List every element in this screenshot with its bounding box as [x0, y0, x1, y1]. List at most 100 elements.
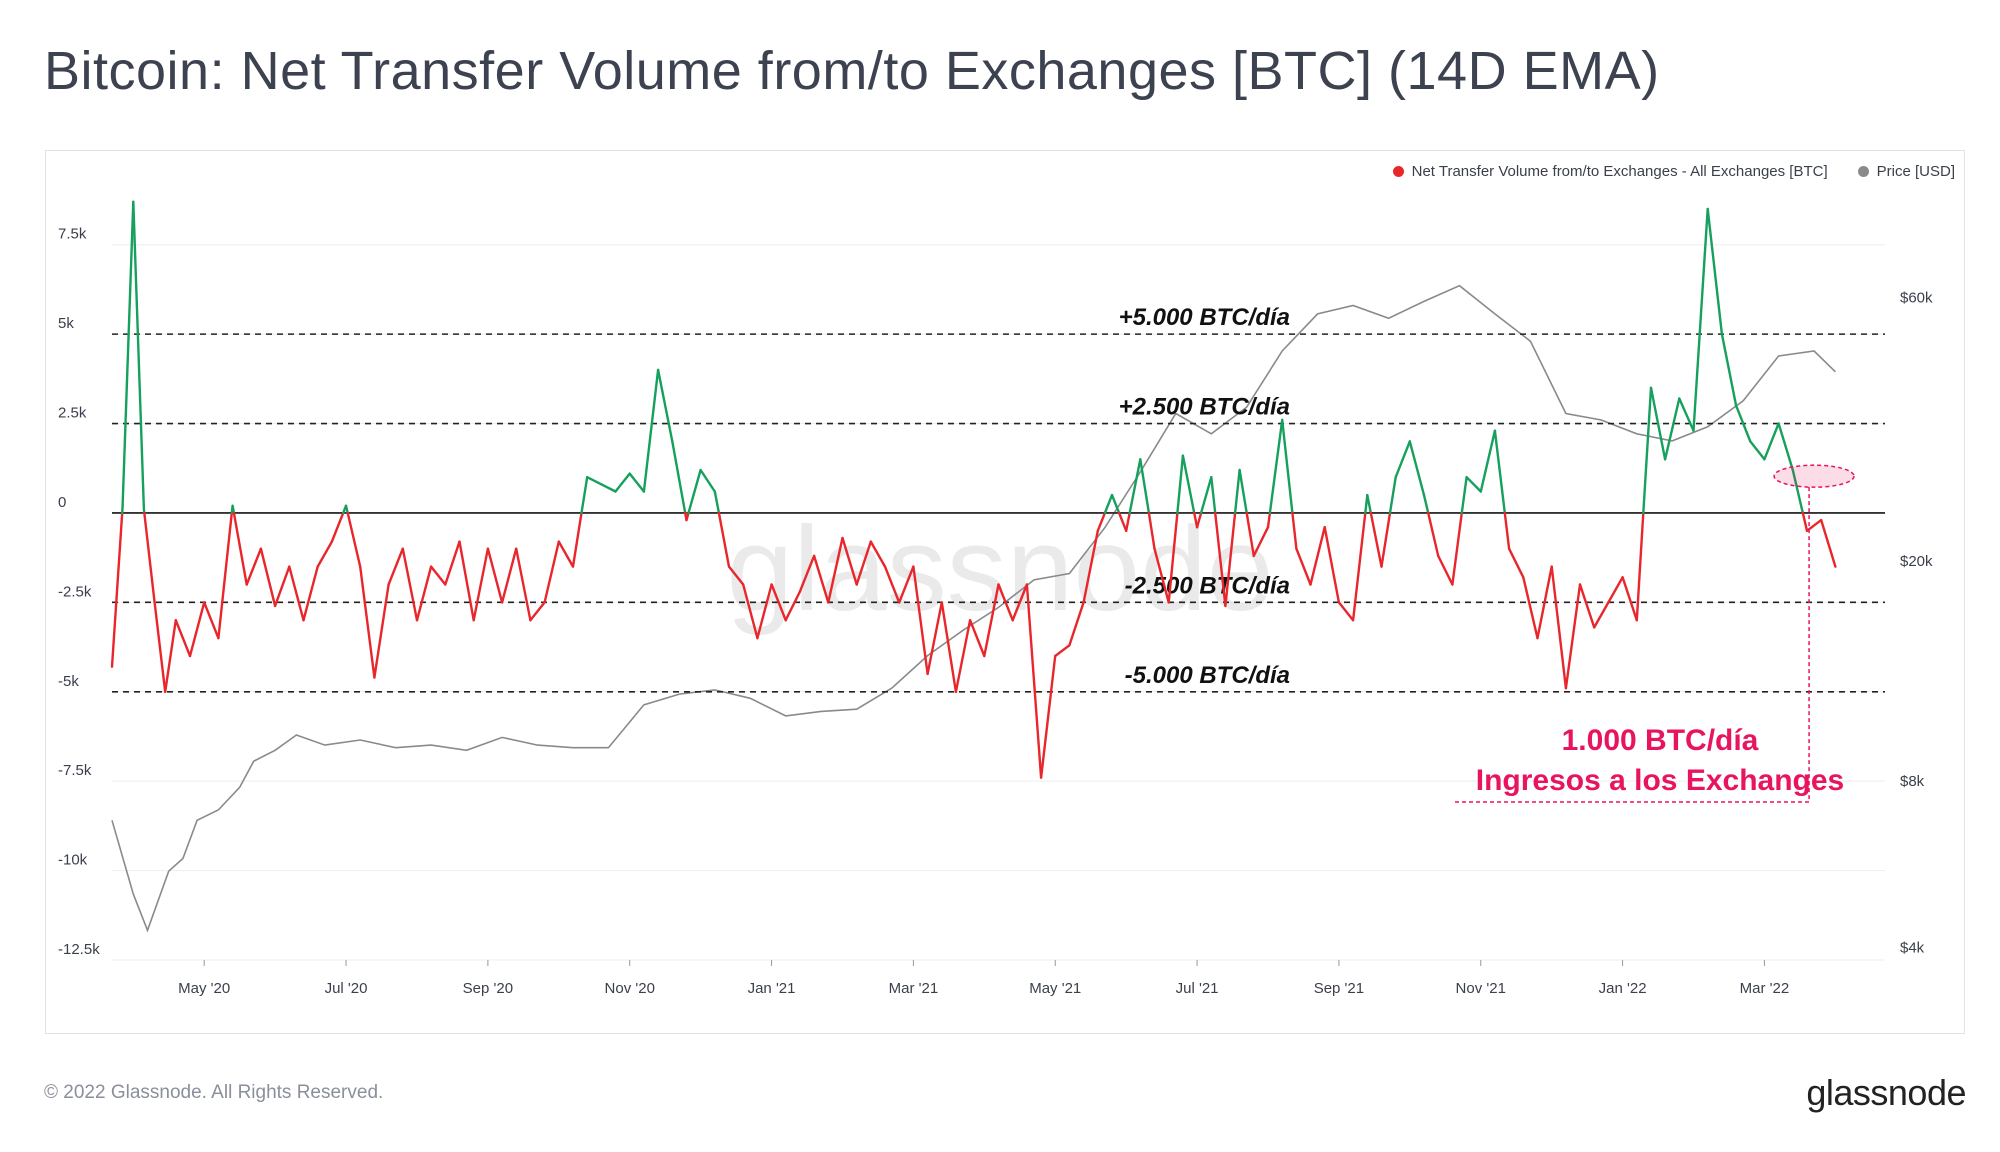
- net-transfer-segment: [1819, 518, 1837, 568]
- net-transfer-segment: [202, 601, 220, 640]
- net-transfer-segment: [954, 619, 972, 693]
- axis-layer: 7.5k 5k 2.5k 0 -2.5k -5k -7.5k -10k -12.5k $60k $2…: [58, 226, 1933, 997]
- y-right-tick-label: $4k: [1900, 940, 1925, 957]
- net-transfer-segment: [687, 468, 702, 515]
- net-transfer-segment: [656, 368, 674, 443]
- y-left-tick-label: -7.5k: [58, 762, 92, 779]
- net-transfer-segment: [529, 601, 546, 622]
- chart-title: Bitcoin: Net Transfer Volume from/to Exc…: [44, 41, 1660, 101]
- x-tick-label: Jul '20: [325, 980, 368, 997]
- net-transfer-segment: [163, 619, 178, 693]
- net-transfer-segment: [1224, 511, 1237, 608]
- net-transfer-segment: [231, 504, 236, 515]
- y-left-tick-label: -5k: [58, 673, 79, 690]
- net-transfer-segment: [1176, 454, 1185, 515]
- annotation-line1: 1.000 BTC/día: [1562, 724, 1759, 757]
- net-transfer-segment: [316, 540, 334, 568]
- net-transfer-segment: [472, 547, 490, 622]
- net-transfer-segment: [1309, 526, 1326, 586]
- net-transfer-segment: [259, 547, 277, 608]
- y-right-tick-label: $20k: [1900, 553, 1933, 570]
- net-transfer-segment: [1801, 511, 1809, 532]
- net-transfer-segment: [699, 468, 716, 493]
- net-transfer-segment: [1082, 529, 1100, 604]
- net-transfer-segment: [1408, 440, 1426, 497]
- net-transfer-segment: [869, 540, 887, 568]
- net-transfer-segment: [1199, 476, 1213, 515]
- net-transfer-segment: [1426, 511, 1440, 558]
- net-transfer-segment: [1068, 601, 1085, 647]
- net-transfer-segment: [359, 565, 376, 679]
- net-transfer-segment: [1238, 468, 1248, 515]
- legend-label-price: Price [USD]: [1876, 163, 1955, 180]
- x-tick-label: Mar '22: [1740, 980, 1790, 997]
- x-tick-label: May '21: [1029, 980, 1081, 997]
- legend: Net Transfer Volume from/to Exchanges - …: [1392, 163, 1955, 180]
- net-transfer-segment: [344, 504, 349, 515]
- legend-item-price[interactable]: Price [USD]: [1857, 163, 1955, 180]
- net-transfer-segment: [1451, 511, 1464, 586]
- net-transfer-segment: [1039, 654, 1057, 779]
- net-transfer-segment: [1167, 511, 1179, 604]
- reference-lines-layer: +5.000 BTC/día +2.500 BTC/día -2.500 BTC/d…: [112, 304, 1885, 693]
- net-transfer-segment: [302, 565, 319, 622]
- net-transfer-segment: [245, 547, 263, 586]
- x-tick-label: May '20: [178, 980, 230, 997]
- net-transfer-segment: [926, 601, 943, 676]
- net-transfer-segment: [515, 547, 532, 622]
- net-transfer-segment: [273, 565, 291, 608]
- net-transfer-segment: [458, 540, 475, 622]
- net-transfer-segment: [330, 511, 345, 543]
- net-transfer-segment: [1791, 468, 1805, 515]
- annotation-line2: Ingresos a los Exchanges: [1476, 764, 1844, 797]
- net-transfer-segment: [1465, 476, 1483, 493]
- net-transfer-segment: [798, 554, 816, 593]
- net-transfer-segment: [717, 511, 731, 568]
- net-transfer-segment: [1642, 386, 1653, 515]
- net-transfer-segment: [614, 472, 631, 493]
- net-transfer-segment: [346, 511, 362, 568]
- net-transfer-segment: [217, 511, 234, 640]
- net-transfer-segment: [174, 619, 192, 658]
- copyright-footer: © 2022 Glassnode. All Rights Reserved.: [44, 1082, 384, 1103]
- net-transfer-segment: [1266, 511, 1272, 529]
- net-transfer-segment: [1422, 493, 1430, 515]
- net-transfer-segment: [373, 583, 390, 679]
- y-left-tick-label: 0: [58, 494, 66, 511]
- net-transfer-segment: [1436, 554, 1454, 586]
- net-transfer-segment: [756, 583, 773, 640]
- x-tick-label: Jan '21: [748, 980, 796, 997]
- net-transfer-segment: [1103, 493, 1114, 515]
- net-transfer-segment: [429, 565, 447, 586]
- net-transfer-segment: [1213, 511, 1227, 608]
- net-transfer-segment: [1805, 518, 1823, 532]
- net-transfer-segment: [1734, 404, 1752, 443]
- glassnode-logo: glassnode: [1806, 1072, 1966, 1113]
- net-transfer-segment: [1706, 207, 1724, 336]
- legend-item-net-transfer[interactable]: Net Transfer Volume from/to Exchanges - …: [1392, 163, 1828, 180]
- net-transfer-segment: [1245, 511, 1256, 558]
- net-transfer-segment: [444, 540, 461, 586]
- net-transfer-segment: [1366, 493, 1373, 515]
- net-transfer-segment: [121, 200, 135, 507]
- net-transfer-segment: [727, 565, 745, 586]
- net-transfer-segment: [841, 536, 858, 586]
- net-transfer-segment: [742, 583, 759, 640]
- net-transfer-segment: [940, 601, 958, 693]
- net-transfer-segment: [500, 547, 518, 604]
- net-transfer-segment: [132, 200, 146, 511]
- net-transfer-segment: [1233, 468, 1241, 515]
- net-transfer-segment: [1507, 547, 1525, 579]
- net-transfer-segment: [580, 476, 589, 515]
- net-transfer-segment: [1291, 511, 1298, 550]
- annotation-layer: 1.000 BTC/día Ingresos a los Exchanges: [1455, 464, 1855, 803]
- chart-frame: [45, 150, 1965, 1034]
- y-left-tick-label: 7.5k: [58, 226, 87, 243]
- legend-dot-net-transfer-icon: [1392, 166, 1404, 177]
- net-transfer-segment: [1369, 511, 1383, 568]
- reference-line-label: -2.500 BTC/día: [1125, 572, 1290, 599]
- net-transfer-segment: [1394, 440, 1412, 479]
- net-transfer-segment: [1181, 454, 1196, 515]
- net-transfer-segment: [288, 565, 305, 622]
